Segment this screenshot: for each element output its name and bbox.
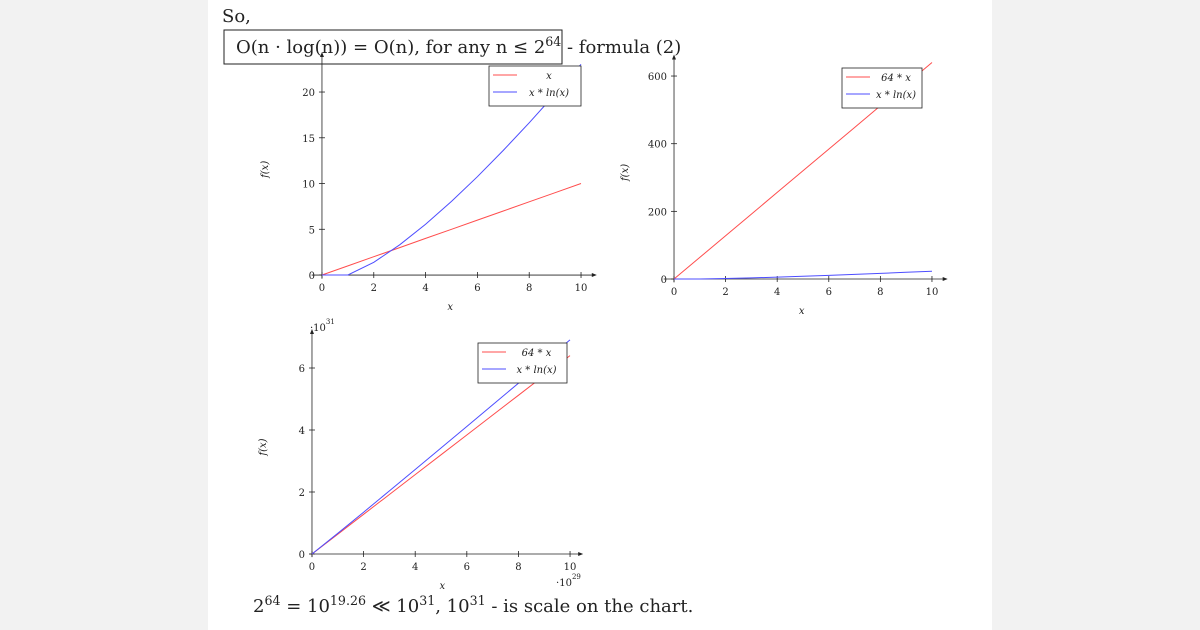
formula-box [223,29,563,65]
y-axis-arrow [319,52,324,57]
y-tick-label: 20 [302,88,315,99]
x-tick-label: 6 [826,287,832,298]
y-tick-label: 0 [309,271,315,282]
run: , 10 [435,596,469,617]
superscript: 19.26 [330,593,366,608]
series-line [321,183,582,276]
superscript: 64 [264,593,280,608]
x-axis-label: x [799,306,805,317]
formula: O(n · log(n)) = O(n), for any n ≤ 264​ [236,34,561,58]
x-tick-label: 8 [515,562,521,573]
legend-label: 64 * x [522,348,552,359]
series-line [311,355,571,555]
x-tick-label: 6 [474,283,480,294]
legend-label: x * ln(x) [516,365,556,376]
y-tick-label: 0 [299,550,305,561]
y-tick-label: 15 [302,134,315,145]
legend-label: 64 * x [881,73,911,84]
superscript: 31 [326,318,335,326]
superscript: 29 [572,573,581,581]
x-scale-label: ·1029​ [556,573,581,589]
y-scale-label: ·1031​ [310,318,335,334]
x-tick-label: 0 [671,287,677,298]
x-tick-label: 0 [309,562,315,573]
footer-note: 264​ = 1019.26​ ≪ 1031​, 1031​ - is scal… [253,593,693,617]
x-tick-label: 6 [464,562,470,573]
series-line [674,270,933,280]
superscript: 31 [419,593,435,608]
x-tick-label: 10 [575,283,588,294]
superscript: 64 [545,34,561,49]
superscript: 31 [470,593,486,608]
x-tick-label: 0 [319,283,325,294]
formula-note: - formula (2) [567,37,681,58]
y-tick-label: 600 [648,72,667,83]
x-axis-arrow [942,277,948,282]
run: - is scale on the chart. [486,596,694,617]
run: = 10 [280,596,329,617]
x-axis-label: x [447,302,453,313]
legend-box [477,342,568,384]
legend-label: x * ln(x) [529,88,569,99]
x-tick-label: 4 [774,287,780,298]
y-axis-label: f(x) [260,161,271,179]
x-tick-label: 2 [360,562,366,573]
run: O(n · log(n)) = O(n), for any n ≤ 2 [236,37,545,58]
x-axis-arrow [578,552,584,556]
x-tick-label: 2 [722,287,728,298]
y-tick-label: 10 [302,180,315,191]
y-tick-label: 400 [648,140,667,151]
legend-label: x [546,71,552,82]
legend-box [841,67,923,109]
y-tick-label: 5 [309,225,315,236]
x-tick-label: 10 [564,562,577,573]
intro: So, [222,6,251,27]
run: ·10 [556,578,572,589]
run: ≪ 10 [366,596,419,617]
y-axis-arrow [672,54,677,60]
x-tick-label: 10 [926,287,939,298]
x-tick-label: 2 [371,283,377,294]
x-axis-label: x [439,581,445,592]
y-tick-label: 0 [661,275,667,286]
y-tick-label: 200 [648,207,667,218]
y-tick-label: 2 [299,488,305,499]
legend-box [488,65,582,107]
run: ·10 [310,323,326,334]
x-tick-label: 8 [877,287,883,298]
legend-label: x * ln(x) [876,90,916,101]
y-tick-label: 6 [299,364,305,375]
run: 2 [253,596,264,617]
y-axis-arrow [309,329,314,334]
series-line [322,63,582,276]
x-tick-label: 4 [422,283,428,294]
y-axis-label: f(x) [258,438,269,456]
x-tick-label: 4 [412,562,418,573]
y-tick-label: 4 [299,426,305,437]
y-axis-label: f(x) [620,164,631,182]
x-tick-label: 8 [526,283,532,294]
x-axis-arrow [591,273,597,278]
